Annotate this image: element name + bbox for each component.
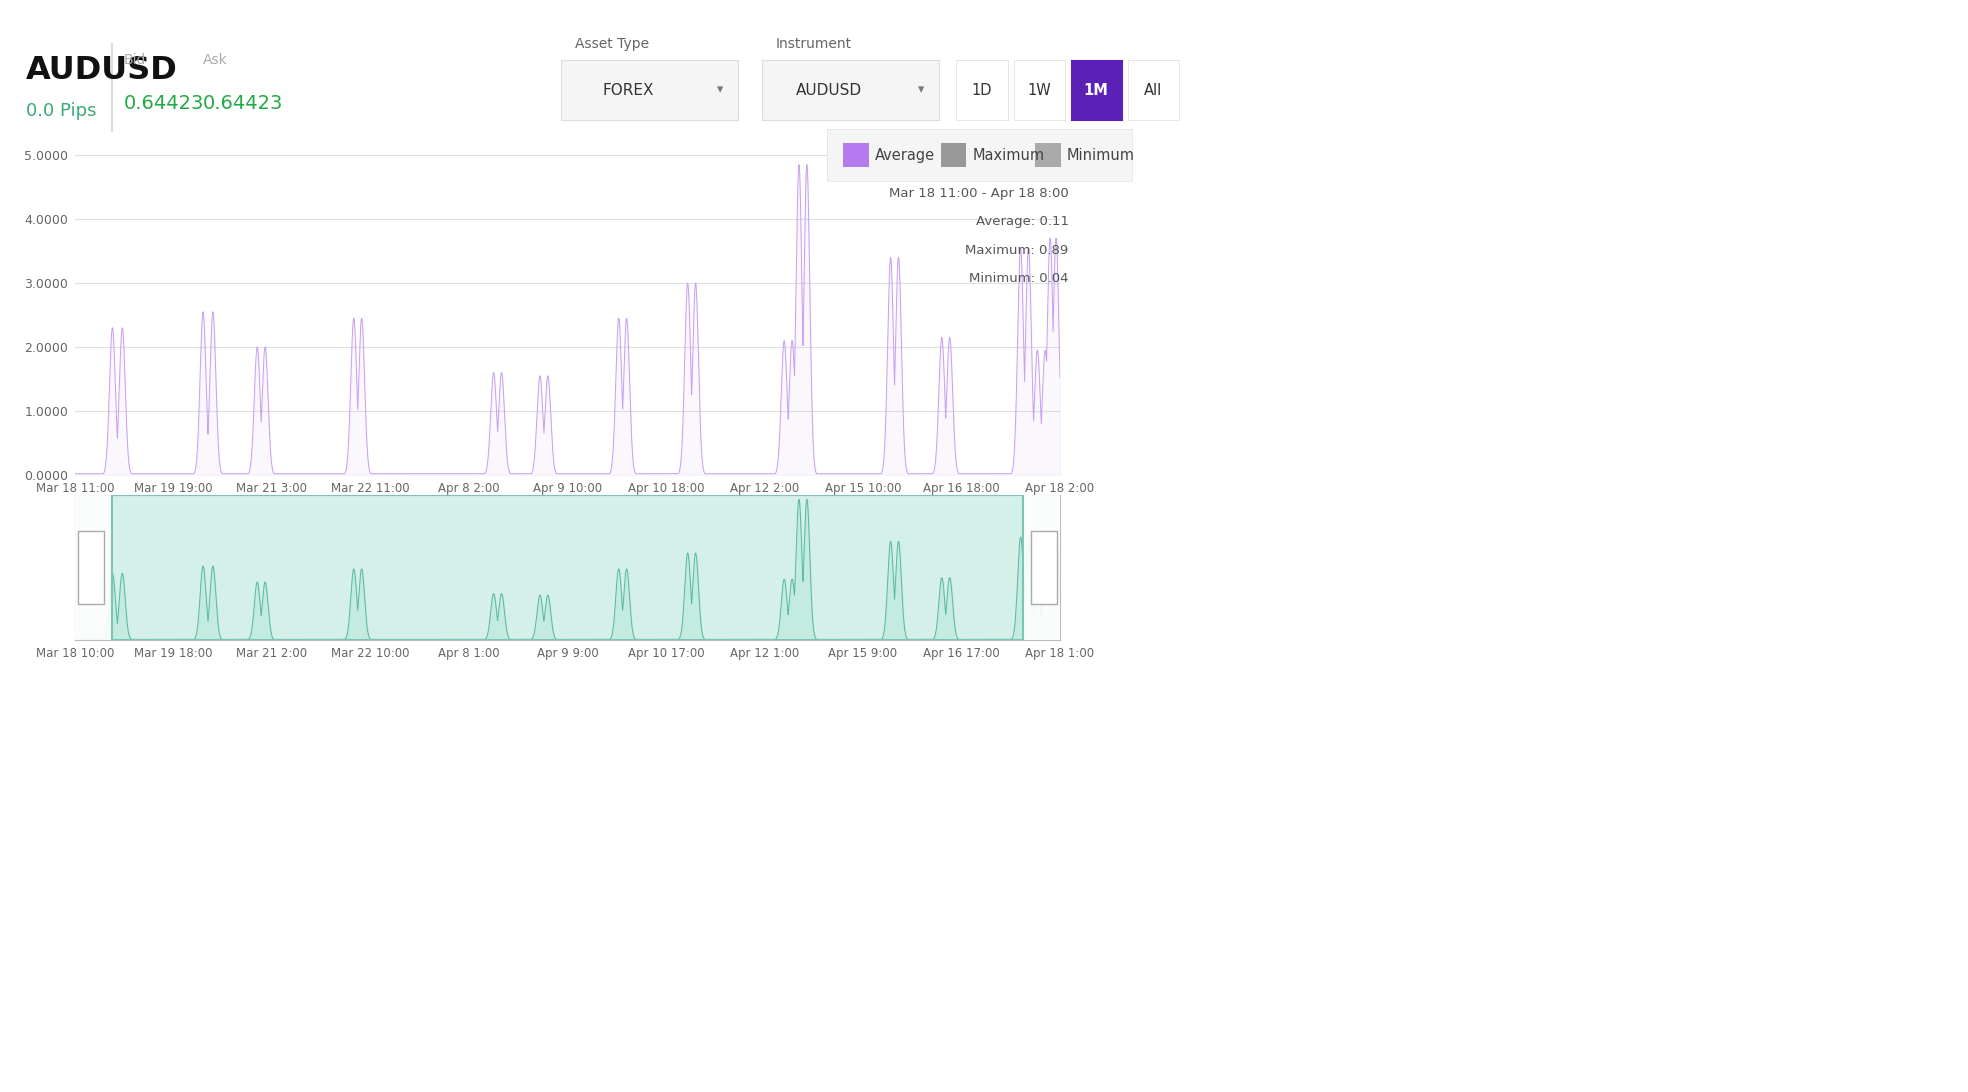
Text: AUDUSD: AUDUSD [26,56,177,86]
Text: 1M: 1M [1084,83,1108,97]
Text: 0.0 Pips: 0.0 Pips [26,103,96,120]
Bar [112,495,1023,640]
Text: Mar 18 11:00 - Apr 18 8:00: Mar 18 11:00 - Apr 18 8:00 [890,187,1069,200]
Text: FOREX: FOREX [602,83,653,97]
Text: Maximum: Maximum [972,147,1045,163]
Text: Minimum: 0.04: Minimum: 0.04 [968,272,1069,285]
Bar [1023,495,1061,640]
Text: Average: Average [876,147,935,163]
FancyBboxPatch shape [79,531,104,604]
Text: Instrument: Instrument [775,37,852,50]
Text: Ask: Ask [203,54,228,67]
Text: Bid: Bid [124,54,146,67]
Text: Average: 0.11: Average: 0.11 [976,215,1069,228]
Text: Minimum: Minimum [1067,147,1136,163]
Text: 0.64423: 0.64423 [124,94,205,114]
Text: 1D: 1D [972,83,992,97]
FancyBboxPatch shape [1031,531,1057,604]
Text: Maximum: 0.89: Maximum: 0.89 [966,244,1069,257]
Text: Asset Type: Asset Type [575,37,649,50]
Text: All: All [1143,83,1163,97]
Text: ▾: ▾ [917,84,925,96]
Text: AUDUSD: AUDUSD [795,83,862,97]
Text: 0.64423: 0.64423 [203,94,283,114]
Text: ▾: ▾ [716,84,724,96]
Text: 1W: 1W [1027,83,1051,97]
Bar [75,495,112,640]
